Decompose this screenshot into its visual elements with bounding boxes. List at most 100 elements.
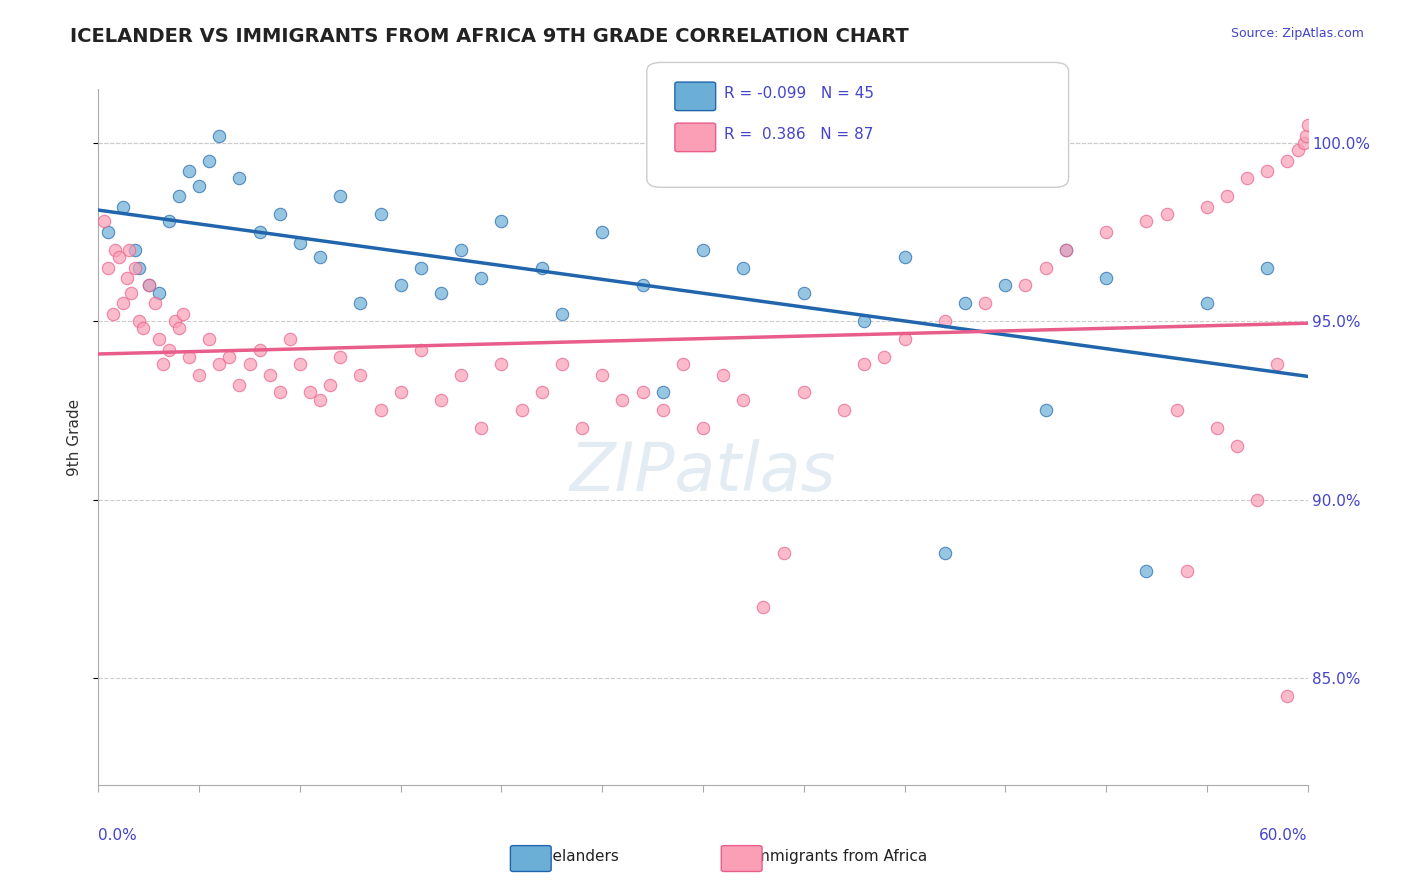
Point xyxy=(148,332,170,346)
Point xyxy=(551,357,574,371)
Text: Source: ZipAtlas.com: Source: ZipAtlas.com xyxy=(1230,27,1364,40)
Point xyxy=(409,260,432,275)
Point xyxy=(138,278,160,293)
Point xyxy=(793,285,815,300)
Point xyxy=(208,128,231,143)
Point xyxy=(198,332,221,346)
Point xyxy=(1226,439,1249,453)
Point xyxy=(470,271,492,285)
Point xyxy=(198,153,221,168)
Point xyxy=(1054,243,1077,257)
Point xyxy=(349,368,371,382)
Point xyxy=(551,307,574,321)
Point xyxy=(893,250,915,264)
Point xyxy=(591,368,613,382)
Point xyxy=(1035,403,1057,417)
Point xyxy=(772,546,794,560)
Point xyxy=(974,296,997,310)
Point xyxy=(389,385,412,400)
Point xyxy=(370,403,392,417)
Point xyxy=(1014,278,1036,293)
Point xyxy=(278,332,301,346)
Point xyxy=(672,357,695,371)
Point xyxy=(309,250,332,264)
Point xyxy=(124,260,146,275)
Point xyxy=(143,296,166,310)
Point xyxy=(873,350,896,364)
Text: 60.0%: 60.0% xyxy=(1260,828,1308,843)
Text: Immigrants from Africa: Immigrants from Africa xyxy=(731,849,928,863)
Point xyxy=(953,296,976,310)
Point xyxy=(115,271,138,285)
Point xyxy=(128,260,150,275)
Point xyxy=(1095,225,1118,239)
Point xyxy=(1295,128,1317,143)
Point xyxy=(299,385,322,400)
Point xyxy=(188,368,211,382)
Point xyxy=(450,243,472,257)
Point xyxy=(1296,118,1319,132)
Point xyxy=(124,243,146,257)
Point xyxy=(692,243,714,257)
Point xyxy=(612,392,634,407)
Point xyxy=(994,278,1017,293)
Point xyxy=(163,314,186,328)
Point xyxy=(97,225,120,239)
Point xyxy=(172,307,194,321)
Point xyxy=(1256,164,1278,178)
Point xyxy=(132,321,155,335)
Point xyxy=(101,307,124,321)
Point xyxy=(228,171,250,186)
Text: R =  0.386   N = 87: R = 0.386 N = 87 xyxy=(724,128,873,142)
Point xyxy=(853,314,876,328)
Point xyxy=(179,164,201,178)
Point xyxy=(1054,243,1077,257)
Point xyxy=(179,350,201,364)
Point xyxy=(148,285,170,300)
Point xyxy=(128,314,150,328)
Point xyxy=(793,385,815,400)
Point xyxy=(138,278,160,293)
Point xyxy=(1156,207,1178,221)
Point xyxy=(1267,357,1289,371)
Point xyxy=(853,357,876,371)
Point xyxy=(349,296,371,310)
Point xyxy=(167,321,190,335)
Point xyxy=(1216,189,1239,203)
Point xyxy=(510,403,533,417)
Point xyxy=(832,403,855,417)
Point xyxy=(1206,421,1229,435)
Point xyxy=(208,357,231,371)
Point xyxy=(591,225,613,239)
Point xyxy=(631,278,654,293)
Point xyxy=(491,214,513,228)
Point xyxy=(1292,136,1315,150)
Point xyxy=(409,343,432,357)
Point xyxy=(288,357,311,371)
Point xyxy=(228,378,250,392)
Point xyxy=(319,378,342,392)
Point xyxy=(1095,271,1118,285)
Point xyxy=(430,285,453,300)
Point xyxy=(239,357,262,371)
Point xyxy=(1135,214,1157,228)
Point xyxy=(309,392,332,407)
Point xyxy=(167,189,190,203)
Point xyxy=(733,260,755,275)
Point xyxy=(1175,564,1198,578)
Text: ZIPatlas: ZIPatlas xyxy=(569,439,837,505)
Point xyxy=(651,403,673,417)
Point xyxy=(1166,403,1188,417)
Point xyxy=(530,260,553,275)
Point xyxy=(1246,492,1268,507)
Point xyxy=(631,385,654,400)
Text: R = -0.099   N = 45: R = -0.099 N = 45 xyxy=(724,87,875,101)
Point xyxy=(571,421,593,435)
Point xyxy=(111,296,134,310)
Point xyxy=(491,357,513,371)
Point xyxy=(1195,200,1218,214)
Point xyxy=(1277,153,1299,168)
Point xyxy=(934,314,956,328)
Point xyxy=(1286,143,1309,157)
Point xyxy=(530,385,553,400)
